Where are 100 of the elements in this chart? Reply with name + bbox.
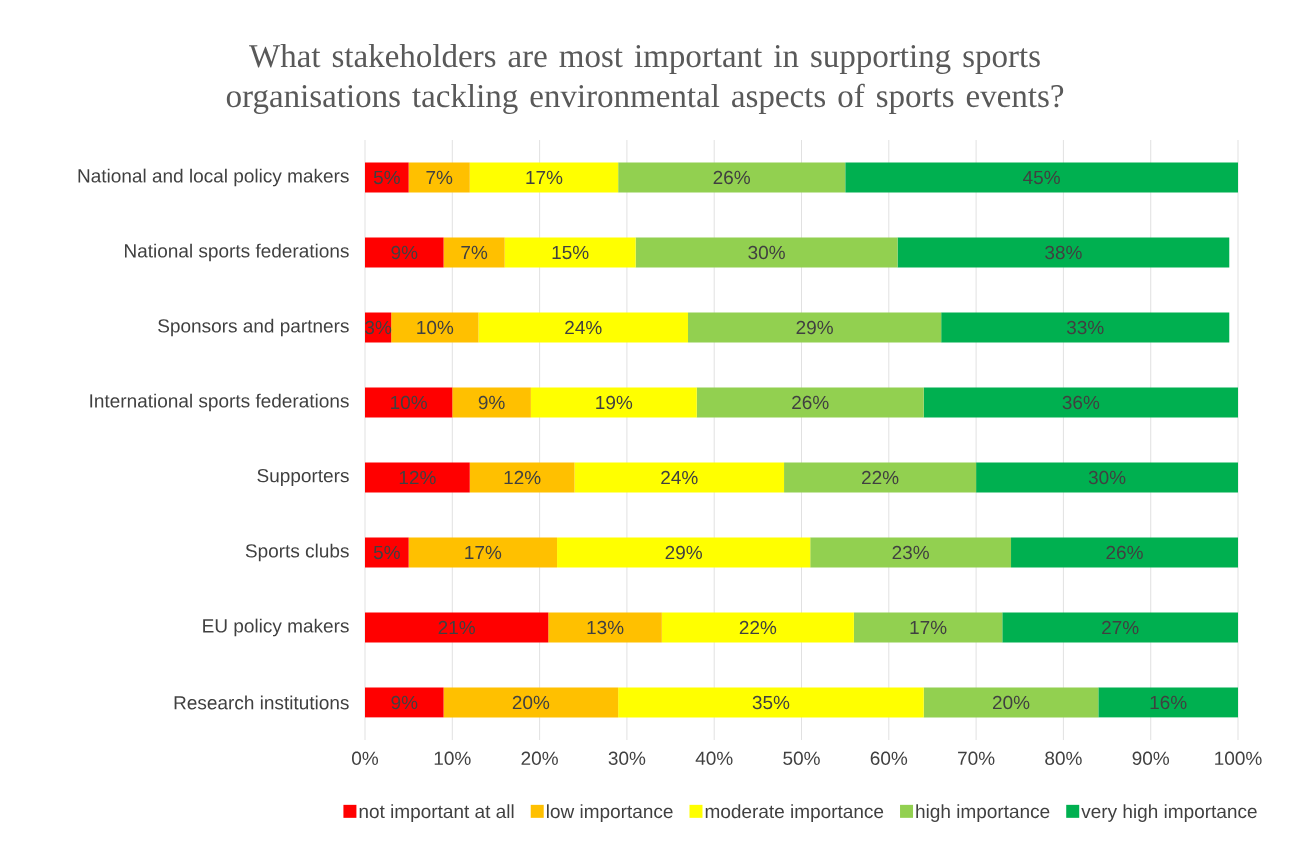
data-label: 26% [713,170,750,185]
bar [365,162,409,193]
bar [1011,537,1239,568]
bar [688,312,942,343]
x-tick-label: 100% [1215,751,1262,765]
bar [574,462,785,493]
data-label: 7% [461,245,488,260]
data-label: 10% [391,395,427,410]
bar [452,387,531,418]
x-tick-label: 40% [695,751,733,765]
data-label: 45% [1023,170,1060,185]
bar [1002,612,1239,643]
data-label: 36% [1062,395,1100,410]
x-tick-label: 20% [521,751,558,765]
data-label: 35% [752,695,790,710]
x-tick-label: 30% [608,751,646,765]
data-label: 26% [1106,545,1143,560]
bar [635,237,898,268]
bar [530,387,697,418]
chart-title: What stakeholders are most important in supporting sports organisations tackling environmental aspects of sports events? [226,43,1064,114]
bar [557,537,811,568]
data-label: 9% [391,695,418,710]
data-label: 5% [373,170,400,185]
data-label: 17% [910,620,947,635]
bar [408,537,558,568]
data-label: 5% [373,545,400,560]
data-label: 3% [365,320,392,335]
y-tick-label: EU policy makers [203,618,349,637]
bar [897,237,1230,268]
data-label: 19% [596,395,633,410]
data-label: 30% [748,245,785,260]
legend-label: high importance [916,804,1050,822]
bar [365,537,409,568]
bar [443,237,505,268]
y-tick-label: Research institutions [174,695,349,710]
x-tick-label: 50% [783,751,820,765]
data-label: 23% [892,545,929,560]
bar [469,162,619,193]
data-label: 13% [587,620,624,635]
data-label: 10% [417,320,454,335]
bar [618,687,924,718]
bar [923,687,1099,718]
bar [365,612,549,643]
data-label: 30% [1088,470,1126,485]
bar [365,462,470,493]
x-tick-label: 90% [1132,751,1170,765]
bar [548,612,662,643]
data-label: 20% [992,695,1030,710]
bar [923,387,1239,418]
bar [941,312,1230,343]
y-tick-label: International sports federations [90,393,349,412]
bar [1098,687,1239,718]
legend-label: low importance [547,804,673,822]
bar [365,687,444,718]
data-label: 17% [526,170,563,185]
y-tick-label: Supporters [257,468,349,487]
bar [845,162,1239,193]
bar [408,162,470,193]
data-label: 7% [426,170,453,185]
data-label: 12% [504,470,541,485]
data-label: 29% [796,320,833,335]
bar [365,237,444,268]
data-label: 9% [478,395,505,410]
data-label: 20% [512,695,550,710]
bar [696,387,924,418]
data-label: 24% [565,320,602,335]
x-tick-label: 0% [352,751,379,765]
bar [618,162,846,193]
y-tick-label: National and local policy makers [78,168,349,187]
bar [976,462,1239,493]
data-label: 22% [739,620,777,635]
legend-label: very high importance [1081,804,1257,822]
y-tick-label: Sponsors and partners [158,318,349,337]
data-label: 15% [552,245,589,260]
x-tick-label: 10% [434,751,471,765]
bar [853,612,1003,643]
data-label: 26% [792,395,829,410]
bar [365,387,453,418]
bar [810,537,1012,568]
data-label: 22% [862,470,899,485]
data-label: 21% [438,620,475,635]
x-tick-label: 80% [1045,751,1082,765]
data-label: 24% [661,470,698,485]
legend-label: not important at all [359,804,514,822]
y-tick-label: National sports federations [125,243,349,262]
x-tick-label: 70% [958,751,995,765]
bar [443,687,619,718]
data-label: 27% [1102,620,1139,635]
bar [784,462,977,493]
bar [661,612,854,643]
data-label: 16% [1150,695,1187,710]
bar [478,312,689,343]
bar [469,462,575,493]
y-tick-label: Sports clubs [245,543,349,562]
data-label: 9% [391,245,418,260]
bar [391,312,479,343]
bar [504,237,636,268]
legend-label: moderate importance [705,804,884,822]
data-label: 29% [665,545,702,560]
data-label: 33% [1066,320,1104,335]
